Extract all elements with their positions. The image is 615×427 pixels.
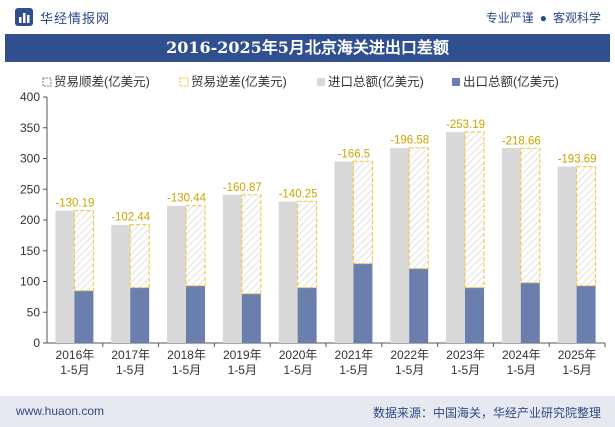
- export-bar: [520, 282, 540, 343]
- deficit-bar: [408, 147, 429, 270]
- chart: 贸易顺差(亿美元) 贸易逆差(亿美元) 进口总额(亿美元) 出口总额(亿美元) 0 50…: [20, 74, 606, 377]
- logo[interactable]: 华经情报网: [14, 7, 110, 27]
- deficit-bar: [352, 160, 373, 265]
- legend-swatch-deficit: [179, 77, 189, 87]
- export-bar: [297, 287, 317, 343]
- import-bar: [501, 148, 521, 343]
- footer-source: 数据来源：中国海关，华经产业研究院整理: [372, 406, 601, 420]
- deficit-bar: [520, 147, 541, 284]
- import-bar: [222, 194, 242, 343]
- deficit-bar: [576, 166, 597, 287]
- bullet-icon: ●: [539, 11, 547, 25]
- deficit-value-label: -130.44: [167, 193, 207, 205]
- deficit-bar: [73, 210, 94, 292]
- export-bar: [353, 263, 373, 343]
- x-tick-label: 2025年: [558, 348, 597, 362]
- y-tick-label: 200: [20, 213, 40, 227]
- export-bar: [130, 287, 150, 343]
- deficit-bar: [185, 205, 206, 287]
- y-tick-label: 50: [27, 305, 41, 319]
- x-tick-label: 2021年: [335, 348, 374, 362]
- import-bar: [111, 224, 131, 343]
- footer: www.huaon.com 数据来源：中国海关，华经产业研究院整理: [0, 396, 615, 427]
- import-bar: [55, 210, 75, 343]
- import-bar: [278, 201, 298, 343]
- x-tick-label: 1-5月: [562, 363, 591, 377]
- y-tick-label: 400: [20, 90, 40, 104]
- chart-title: 2016-2025年5月北京海关进出口差额: [5, 34, 610, 62]
- x-tick-label: 2022年: [390, 348, 429, 362]
- y-tick-label: 0: [33, 336, 40, 350]
- x-tick-label: 2024年: [502, 348, 541, 362]
- deficit-value-label: -140.25: [279, 188, 318, 200]
- legend-label: 进口总额(亿美元): [328, 74, 424, 89]
- logo-text: 华经情报网: [40, 10, 111, 26]
- export-bar: [241, 293, 261, 343]
- x-tick-label: 1-5月: [395, 363, 424, 377]
- header-bar: 华经情报网 专业严谨 ● 客观科学: [0, 0, 615, 34]
- y-tick-label: 300: [20, 152, 40, 166]
- x-tick-label: 2023年: [446, 348, 485, 362]
- deficit-value-label: -166.5: [338, 148, 371, 160]
- deficit-value-label: -218.66: [502, 135, 541, 147]
- y-tick-label: 150: [20, 244, 40, 258]
- axes: 0501001502002503003504002016年1-5月2017年1-…: [20, 90, 606, 377]
- legend-swatch-export: [452, 78, 460, 86]
- legend-swatch-surplus: [42, 77, 52, 87]
- legend-swatch-import: [317, 78, 325, 86]
- x-tick-label: 2020年: [279, 348, 318, 362]
- export-bar: [576, 285, 596, 343]
- deficit-bar: [297, 200, 318, 289]
- tagline-right: 客观科学: [552, 11, 601, 25]
- x-tick-label: 1-5月: [172, 363, 201, 377]
- export-bar: [186, 285, 205, 343]
- import-bar: [334, 161, 354, 343]
- legend-label: 出口总额(亿美元): [463, 74, 559, 89]
- x-tick-label: 1-5月: [116, 363, 145, 377]
- x-tick-label: 2019年: [223, 348, 262, 362]
- x-tick-label: 1-5月: [451, 363, 480, 377]
- bars: [55, 131, 597, 343]
- deficit-value-label: -196.58: [390, 135, 429, 147]
- legend-label: 贸易逆差(亿美元): [191, 74, 287, 89]
- import-bar: [557, 166, 577, 343]
- x-tick-label: 1-5月: [60, 363, 89, 377]
- data-labels: -130.19 -102.44 -130.44 -160.87 -140.25 -166.…: [55, 119, 596, 224]
- export-bar: [465, 287, 484, 343]
- tagline: 专业严谨 ● 客观科学: [486, 9, 601, 26]
- legend: 贸易顺差(亿美元) 贸易逆差(亿美元) 进口总额(亿美元) 出口总额(亿美元): [42, 74, 559, 89]
- import-bar: [167, 205, 186, 343]
- deficit-value-label: -130.19: [55, 198, 94, 210]
- x-tick-label: 1-5月: [283, 363, 312, 377]
- legend-label: 贸易顺差(亿美元): [54, 74, 150, 89]
- export-bar: [74, 290, 94, 343]
- y-tick-label: 250: [20, 182, 40, 196]
- x-tick-label: 1-5月: [507, 363, 536, 377]
- footer-url[interactable]: www.huaon.com: [16, 404, 105, 418]
- x-tick-label: 1-5月: [339, 363, 368, 377]
- export-bar: [409, 268, 429, 343]
- y-tick-label: 350: [20, 121, 40, 135]
- deficit-value-label: -193.69: [558, 154, 597, 166]
- deficit-value-label: -102.44: [111, 212, 151, 224]
- deficit-value-label: -160.87: [223, 182, 262, 194]
- deficit-bar: [129, 224, 150, 289]
- import-bar: [390, 148, 410, 343]
- tagline-left: 专业严谨: [485, 11, 534, 25]
- x-tick-label: 2016年: [56, 348, 95, 362]
- logo-icon: [15, 8, 33, 26]
- deficit-bar: [241, 194, 262, 295]
- deficit-bar: [464, 131, 485, 289]
- x-tick-label: 2018年: [167, 348, 206, 362]
- x-tick-label: 2017年: [111, 348, 150, 362]
- x-tick-label: 1-5月: [228, 363, 257, 377]
- import-bar: [446, 132, 465, 343]
- deficit-value-label: -253.19: [446, 119, 485, 131]
- y-tick-label: 100: [20, 275, 40, 289]
